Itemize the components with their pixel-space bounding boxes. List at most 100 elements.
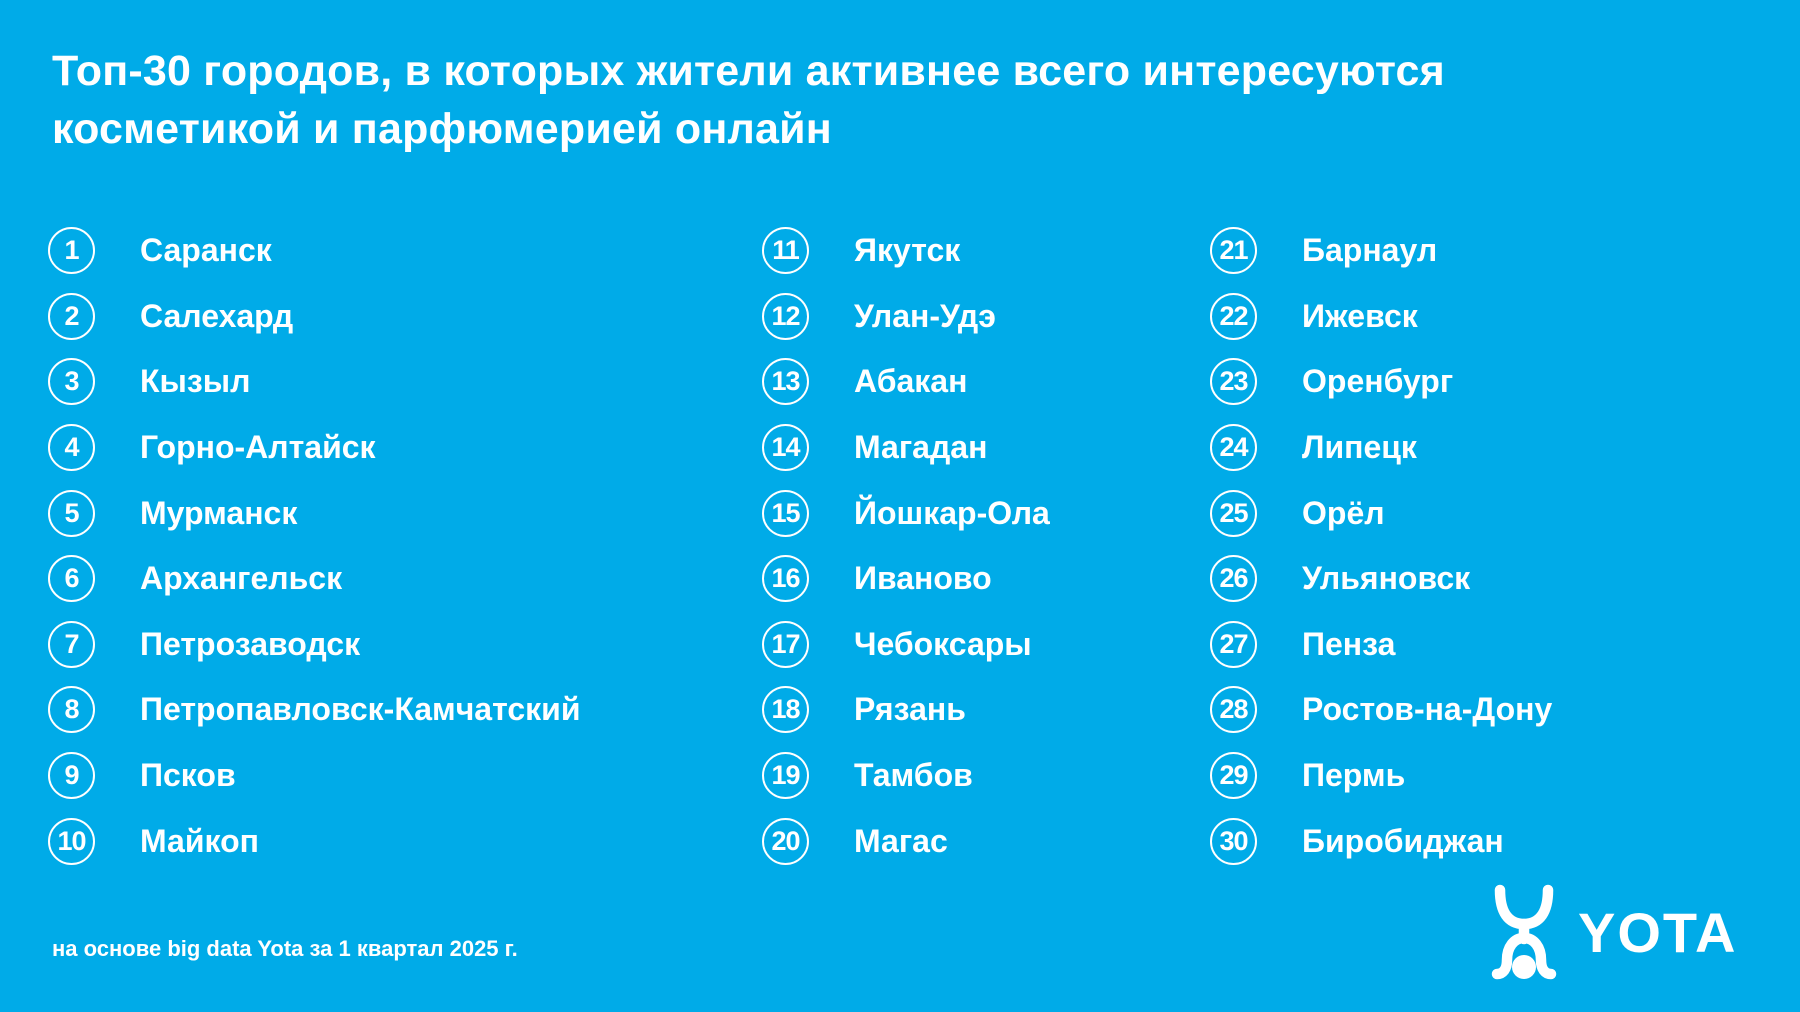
rank-badge: 19 <box>762 752 809 800</box>
rank-badge: 27 <box>1210 620 1257 668</box>
rank-badge: 9 <box>48 752 95 800</box>
rank-badge: 7 <box>48 620 95 668</box>
city-name: Майкоп <box>140 822 259 859</box>
city-name: Барнаул <box>1302 232 1438 269</box>
city-name: Петропавловск-Камчатский <box>140 691 581 728</box>
city-name: Чебоксары <box>854 625 1032 662</box>
ranking-row: 10 Майкоп <box>48 808 580 874</box>
page-title-line-1: Топ-30 городов, в которых жители активне… <box>52 47 1445 95</box>
rank-badge: 26 <box>1210 555 1257 603</box>
ranking-column-3: 21 Барнаул 22 Ижевск 23 Оренбург 24 Липецк 25 Орё… <box>1210 218 1552 874</box>
ranking-row: 25 Орёл <box>1210 480 1552 546</box>
ranking-row: 7 Петрозаводск <box>48 612 580 678</box>
city-name: Магас <box>854 822 948 859</box>
page-title: Топ-30 городов, в которых жители активне… <box>52 42 1445 158</box>
ranking-row: 29 Пермь <box>1210 743 1552 809</box>
city-name: Петрозаводск <box>140 625 361 662</box>
rank-badge: 17 <box>762 620 809 668</box>
ranking-row: 20 Магас <box>762 808 1050 874</box>
city-name: Горно-Алтайск <box>140 429 376 466</box>
rank-badge: 3 <box>48 358 95 406</box>
city-name: Рязань <box>854 691 966 728</box>
ranking-row: 4 Горно-Алтайск <box>48 415 580 481</box>
rank-badge: 24 <box>1210 424 1257 472</box>
rank-badge: 30 <box>1210 817 1257 865</box>
city-name: Салехард <box>140 297 294 334</box>
ranking-row: 16 Иваново <box>762 546 1050 612</box>
city-name: Якутск <box>854 232 961 269</box>
ranking-row: 18 Рязань <box>762 677 1050 743</box>
ranking-row: 28 Ростов-на-Дону <box>1210 677 1552 743</box>
city-name: Кызыл <box>140 363 251 400</box>
ranking-row: 9 Псков <box>48 743 580 809</box>
ranking-row: 8 Петропавловск-Камчатский <box>48 677 580 743</box>
rank-badge: 4 <box>48 424 95 472</box>
city-name: Йошкар-Ола <box>854 494 1050 531</box>
rank-badge: 8 <box>48 686 95 734</box>
rank-badge: 16 <box>762 555 809 603</box>
city-name: Пермь <box>1302 757 1406 794</box>
ranking-column-2: 11 Якутск 12 Улан-Удэ 13 Абакан 14 Магадан 15 Йош… <box>762 218 1050 874</box>
data-source-note: на основе big data Yota за 1 квартал 202… <box>52 936 518 961</box>
rank-badge: 29 <box>1210 752 1257 800</box>
rank-badge: 11 <box>762 227 809 275</box>
city-name: Липецк <box>1302 429 1417 466</box>
city-name: Магадан <box>854 429 988 466</box>
rank-badge: 28 <box>1210 686 1257 734</box>
rank-badge: 22 <box>1210 292 1257 340</box>
city-name: Пенза <box>1302 625 1396 662</box>
city-name: Ростов-на-Дону <box>1302 691 1553 728</box>
ranking-row: 24 Липецк <box>1210 415 1552 481</box>
ranking-row: 14 Магадан <box>762 415 1050 481</box>
rank-badge: 1 <box>48 227 95 275</box>
ranking-row: 6 Архангельск <box>48 546 580 612</box>
rank-badge: 18 <box>762 686 809 734</box>
yota-logo: YOTA <box>1490 884 1737 980</box>
rank-badge: 21 <box>1210 227 1257 275</box>
rank-badge: 12 <box>762 292 809 340</box>
ranking-row: 26 Ульяновск <box>1210 546 1552 612</box>
city-name: Псков <box>140 757 236 794</box>
ranking-row: 1 Саранск <box>48 218 580 284</box>
city-name: Оренбург <box>1302 363 1454 400</box>
page-title-line-2: косметикой и парфюмерией онлайн <box>52 105 832 153</box>
city-name: Биробиджан <box>1302 822 1504 859</box>
rank-badge: 25 <box>1210 489 1257 537</box>
ranking-row: 5 Мурманск <box>48 480 580 546</box>
ranking-row: 11 Якутск <box>762 218 1050 284</box>
rank-badge: 15 <box>762 489 809 537</box>
rank-badge: 5 <box>48 489 95 537</box>
city-name: Улан-Удэ <box>854 297 996 334</box>
rank-badge: 6 <box>48 555 95 603</box>
city-name: Абакан <box>854 363 968 400</box>
ranking-row: 19 Тамбов <box>762 743 1050 809</box>
ranking-row: 12 Улан-Удэ <box>762 284 1050 350</box>
ranking-row: 17 Чебоксары <box>762 612 1050 678</box>
city-name: Саранск <box>140 232 272 269</box>
rank-badge: 20 <box>762 817 809 865</box>
city-name: Тамбов <box>854 757 973 794</box>
city-name: Иваново <box>854 560 992 597</box>
city-name: Ижевск <box>1302 297 1418 334</box>
city-name: Архангельск <box>140 560 343 597</box>
ranking-row: 23 Оренбург <box>1210 349 1552 415</box>
rank-badge: 10 <box>48 817 95 865</box>
ranking-row: 3 Кызыл <box>48 349 580 415</box>
rank-badge: 23 <box>1210 358 1257 406</box>
ranking-row: 22 Ижевск <box>1210 284 1552 350</box>
city-name: Орёл <box>1302 494 1385 531</box>
ranking-row: 15 Йошкар-Ола <box>762 480 1050 546</box>
ranking-row: 27 Пенза <box>1210 612 1552 678</box>
ranking-row: 2 Салехард <box>48 284 580 350</box>
ranking-row: 30 Биробиджан <box>1210 808 1552 874</box>
city-name: Ульяновск <box>1302 560 1471 597</box>
yota-wordmark: YOTA <box>1578 900 1738 964</box>
ranking-row: 13 Абакан <box>762 349 1050 415</box>
ranking-column-1: 1 Саранск 2 Салехард 3 Кызыл 4 Горно-Алтайск 5 Му… <box>48 218 580 874</box>
rank-badge: 2 <box>48 292 95 340</box>
city-name: Мурманск <box>140 494 298 531</box>
ranking-row: 21 Барнаул <box>1210 218 1552 284</box>
yota-figure-icon <box>1490 884 1558 980</box>
rank-badge: 14 <box>762 424 809 472</box>
